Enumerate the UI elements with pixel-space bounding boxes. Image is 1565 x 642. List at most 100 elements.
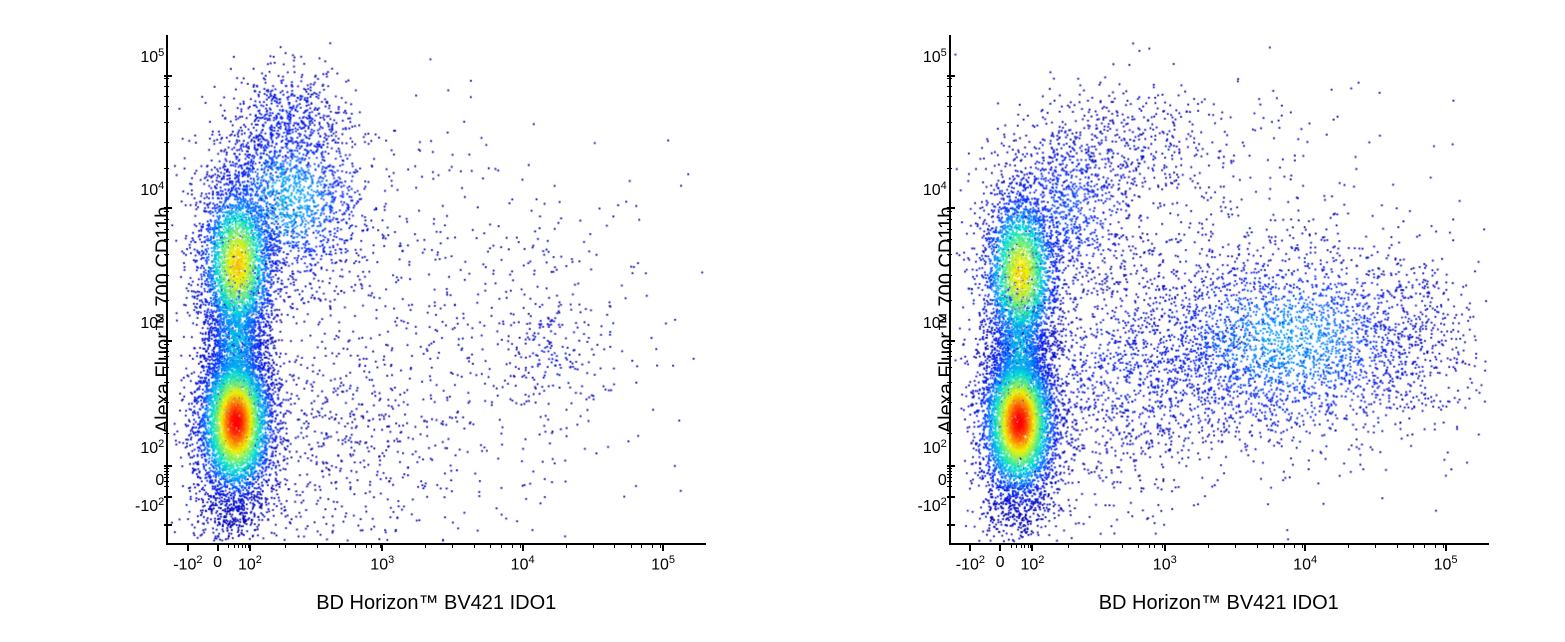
y-tick-mark bbox=[947, 340, 955, 342]
x-minor-tick bbox=[593, 543, 594, 548]
y-tick-mark bbox=[164, 524, 172, 526]
y-minor-tick bbox=[947, 239, 952, 240]
x-minor-tick bbox=[425, 543, 426, 548]
x-tick-label: 0 bbox=[213, 554, 222, 572]
y-tick-label: 103 bbox=[889, 314, 947, 332]
scatter-panel-left: Alexa Fluor™ 700 CD11b -1020102103104105… bbox=[31, 20, 751, 620]
x-minor-tick bbox=[238, 543, 239, 548]
x-tick-mark bbox=[969, 543, 971, 551]
scatter-canvas-left bbox=[168, 35, 706, 543]
x-tick-label: 104 bbox=[511, 554, 535, 574]
x-minor-tick bbox=[1375, 543, 1376, 548]
y-minor-tick bbox=[947, 367, 952, 368]
x-axis-ticks: -1020102103104105 bbox=[166, 548, 706, 578]
x-minor-tick bbox=[355, 543, 356, 548]
x-minor-tick bbox=[1149, 543, 1150, 548]
x-tick-label: 102 bbox=[1020, 554, 1044, 574]
y-minor-tick bbox=[947, 300, 952, 301]
x-minor-tick bbox=[339, 543, 340, 548]
y-minor-tick bbox=[947, 402, 952, 403]
x-minor-tick bbox=[285, 543, 286, 548]
x-minor-tick bbox=[371, 543, 372, 548]
x-axis-ticks: -1020102103104105 bbox=[949, 548, 1489, 578]
y-tick-mark bbox=[947, 496, 955, 498]
plot-area-right bbox=[949, 35, 1489, 545]
y-minor-tick bbox=[947, 78, 952, 79]
y-minor-tick bbox=[164, 239, 169, 240]
x-tick-label: 102 bbox=[238, 554, 262, 574]
y-minor-tick bbox=[164, 275, 169, 276]
x-tick-label: 104 bbox=[1293, 554, 1317, 574]
x-minor-tick bbox=[1443, 543, 1444, 548]
y-minor-tick bbox=[164, 344, 169, 345]
x-tick-mark bbox=[1304, 543, 1306, 551]
x-tick-mark bbox=[381, 543, 383, 551]
x-tick-mark bbox=[217, 543, 219, 551]
y-minor-tick bbox=[164, 468, 169, 469]
y-minor-tick bbox=[947, 168, 952, 169]
x-minor-tick bbox=[234, 543, 235, 548]
y-minor-tick bbox=[164, 367, 169, 368]
y-tick-label: 104 bbox=[889, 181, 947, 199]
x-minor-tick bbox=[1424, 543, 1425, 548]
y-minor-tick bbox=[164, 351, 169, 352]
x-minor-tick bbox=[366, 543, 367, 548]
x-tick-mark bbox=[1031, 543, 1033, 551]
y-tick-label: -102 bbox=[106, 497, 164, 515]
y-minor-tick bbox=[947, 122, 952, 123]
y-minor-tick bbox=[164, 486, 169, 487]
scatter-canvas-right bbox=[951, 35, 1489, 543]
x-minor-tick bbox=[1294, 543, 1295, 548]
x-minor-tick bbox=[520, 543, 521, 548]
y-minor-tick bbox=[164, 78, 169, 79]
y-minor-tick bbox=[164, 471, 169, 472]
x-minor-tick bbox=[631, 543, 632, 548]
y-minor-tick bbox=[947, 344, 952, 345]
x-minor-tick bbox=[1068, 543, 1069, 548]
x-minor-tick bbox=[1435, 543, 1436, 548]
y-minor-tick bbox=[164, 211, 169, 212]
y-tick-label: 0 bbox=[889, 473, 947, 489]
y-minor-tick bbox=[164, 402, 169, 403]
y-minor-tick bbox=[947, 275, 952, 276]
y-minor-tick bbox=[947, 474, 952, 475]
y-tick-mark bbox=[164, 75, 172, 77]
x-minor-tick bbox=[1413, 543, 1414, 548]
y-minor-tick bbox=[164, 106, 169, 107]
x-minor-tick bbox=[380, 543, 381, 548]
x-tick-mark bbox=[999, 543, 1001, 551]
x-minor-tick bbox=[501, 543, 502, 548]
y-minor-tick bbox=[164, 219, 169, 220]
x-minor-tick bbox=[1273, 543, 1274, 548]
x-axis-label: BD Horizon™ BV421 IDO1 bbox=[166, 592, 706, 615]
x-minor-tick bbox=[1021, 543, 1022, 548]
x-minor-tick bbox=[660, 543, 661, 548]
y-minor-tick bbox=[947, 211, 952, 212]
y-minor-tick bbox=[947, 254, 952, 255]
y-minor-tick bbox=[164, 122, 169, 123]
y-minor-tick bbox=[947, 481, 952, 482]
y-minor-tick bbox=[164, 300, 169, 301]
x-minor-tick bbox=[652, 543, 653, 548]
y-tick-label: 105 bbox=[889, 48, 947, 66]
y-minor-tick bbox=[164, 477, 169, 478]
y-minor-tick bbox=[164, 254, 169, 255]
x-tick-label: 0 bbox=[996, 554, 1005, 572]
x-tick-mark bbox=[187, 543, 189, 551]
x-minor-tick bbox=[490, 543, 491, 548]
y-axis-ticks: -1020102103104105 bbox=[889, 35, 947, 545]
x-minor-tick bbox=[1030, 543, 1031, 548]
x-minor-tick bbox=[1208, 543, 1209, 548]
x-minor-tick bbox=[1257, 543, 1258, 548]
x-minor-tick bbox=[1100, 543, 1101, 548]
y-tick-mark bbox=[164, 340, 172, 342]
y-tick-label: 103 bbox=[106, 314, 164, 332]
y-tick-label: 0 bbox=[106, 473, 164, 489]
y-tick-label: 102 bbox=[889, 438, 947, 456]
x-tick-label: -102 bbox=[956, 554, 985, 574]
y-tick-mark bbox=[947, 524, 955, 526]
x-tick-label: 105 bbox=[651, 554, 675, 574]
y-tick-mark bbox=[164, 207, 172, 209]
x-minor-tick bbox=[452, 543, 453, 548]
x-minor-tick bbox=[641, 543, 642, 548]
